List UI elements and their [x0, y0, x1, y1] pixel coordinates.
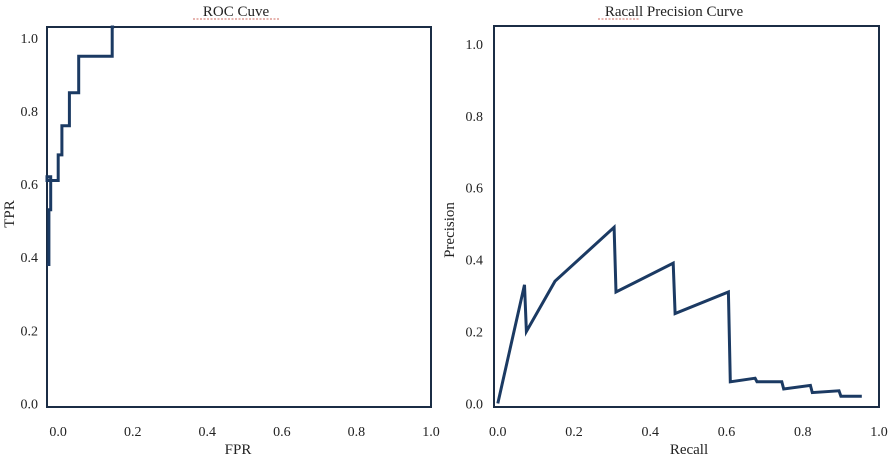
pr-y-tick-label: 0.0 — [466, 397, 484, 412]
roc-x-axis-title: FPR — [225, 442, 252, 458]
pr-x-tick-labels: 0.0 0.2 0.4 0.6 0.8 1.0 — [489, 425, 888, 440]
roc-x-tick-label: 0.4 — [199, 425, 217, 440]
roc-y-tick-label: 0.4 — [21, 251, 39, 266]
roc-y-tick-label: 1.0 — [21, 32, 39, 47]
pr-y-tick-labels: 0.0 0.2 0.4 0.6 0.8 1.0 — [466, 38, 484, 412]
pr-x-tick-label: 0.6 — [718, 425, 736, 440]
roc-x-tick-label: 0.0 — [49, 425, 67, 440]
pr-x-tick-label: 1.0 — [870, 425, 888, 440]
pr-x-tick-label: 0.4 — [642, 425, 660, 440]
pr-plot-frame — [493, 25, 880, 408]
roc-x-tick-label: 1.0 — [422, 425, 440, 440]
pr-chart: Racall Precision Curve 0.0 0.2 0.4 0.6 0.8 1.… — [442, 4, 888, 458]
pr-title: Racall Precision Curve — [605, 4, 744, 20]
pr-x-tick-label: 0.0 — [489, 425, 507, 440]
roc-x-tick-label: 0.2 — [124, 425, 142, 440]
roc-y-tick-label: 0.6 — [21, 178, 39, 193]
roc-x-tick-label: 0.8 — [348, 425, 366, 440]
pr-y-tick-label: 1.0 — [466, 38, 484, 53]
pr-series-line — [496, 223, 862, 404]
pr-x-axis-title: Recall — [670, 442, 708, 458]
pr-y-axis-title: Precision — [442, 202, 458, 258]
pr-y-tick-label: 0.2 — [466, 326, 484, 341]
roc-chart: ROC Cuve 0.0 0.2 0.4 0.6 0.8 1.0 0.0 0.2 0.4 0.6… — [2, 4, 440, 458]
pr-x-tick-label: 0.2 — [565, 425, 583, 440]
roc-title: ROC Cuve — [203, 4, 270, 20]
roc-y-tick-label: 0.2 — [21, 324, 39, 339]
roc-x-tick-label: 0.6 — [273, 425, 291, 440]
roc-y-tick-label: 0.0 — [21, 397, 39, 412]
roc-y-axis-title: TPR — [2, 200, 18, 228]
roc-x-tick-labels: 0.0 0.2 0.4 0.6 0.8 1.0 — [49, 425, 439, 440]
pr-y-tick-label: 0.8 — [466, 110, 484, 125]
roc-plot-frame — [46, 26, 432, 408]
pr-x-tick-label: 0.8 — [794, 425, 812, 440]
pr-y-tick-label: 0.6 — [466, 182, 484, 197]
roc-y-tick-labels: 0.0 0.2 0.4 0.6 0.8 1.0 — [21, 32, 39, 412]
roc-y-tick-label: 0.8 — [21, 105, 39, 120]
pr-y-tick-label: 0.4 — [466, 254, 484, 269]
roc-series-line — [45, 25, 115, 266]
